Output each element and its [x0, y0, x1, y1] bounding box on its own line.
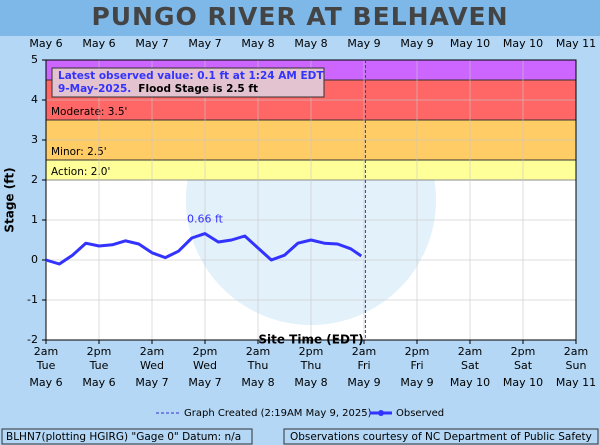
x-tick-label: 2pm	[193, 345, 218, 358]
info-flood-stage: Flood Stage is 2.5 ft	[138, 83, 258, 95]
y-tick-label: 3	[31, 133, 38, 146]
x-tick-date-bottom: May 8	[294, 376, 327, 389]
x-tick-label: 2am	[140, 345, 164, 358]
x-tick-day: Sat	[461, 359, 480, 372]
x-tick-date-bottom: May 8	[241, 376, 274, 389]
x-tick-day: Wed	[140, 359, 164, 372]
x-tick-label: 2pm	[405, 345, 430, 358]
x-tick-date-bottom: May 10	[450, 376, 490, 389]
legend-created: Graph Created (2:19AM May 9, 2025)	[184, 408, 372, 419]
peak-annotation: 0.66 ft	[187, 213, 224, 226]
footer-left: BLHN7(plotting HGIRG) "Gage 0" Datum: n/…	[6, 431, 241, 443]
x-tick-date-top: May 9	[400, 37, 433, 50]
x-tick-date-top: May 7	[188, 37, 221, 50]
x-tick-label: 2pm	[299, 345, 324, 358]
x-tick-label: 2am	[458, 345, 482, 358]
y-tick-label: 4	[31, 93, 38, 106]
observed-line	[45, 232, 363, 266]
info-line-2: 9-May-2025.	[58, 83, 131, 95]
x-tick-label: 2am	[34, 345, 58, 358]
x-tick-label: 2am	[352, 345, 376, 358]
x-tick-date-top: May 11	[556, 37, 596, 50]
x-tick-date-top: May 9	[347, 37, 380, 50]
x-tick-date-top: May 8	[241, 37, 274, 50]
title-bar	[0, 0, 600, 36]
x-tick-label: 2pm	[511, 345, 536, 358]
plot-area: Action: 2.0' Minor: 2.5' Moderate: 3.5' 0.6…	[45, 59, 577, 341]
legend-observed: Observed	[396, 408, 444, 419]
x-axis-label: Site Time (EDT)	[258, 333, 363, 347]
x-tick-date-top: May 10	[503, 37, 543, 50]
x-tick-date-top: May 6	[82, 37, 115, 50]
x-tick-day: Tue	[89, 359, 109, 372]
x-tick-date-bottom: May 7	[188, 376, 221, 389]
legend-swatch-dot	[378, 410, 384, 416]
x-tick-day: Sun	[566, 359, 587, 372]
x-tick-date-bottom: May 6	[82, 376, 115, 389]
y-tick-label: 2	[31, 173, 38, 186]
flood-band-label: Minor: 2.5'	[51, 146, 107, 158]
x-tick-date-bottom: May 6	[29, 376, 62, 389]
x-tick-label: 2am	[564, 345, 588, 358]
footer-right-box	[283, 428, 599, 445]
x-tick-day: Tue	[36, 359, 56, 372]
y-tick-label: -2	[27, 333, 38, 346]
x-tick-day: Fri	[357, 359, 370, 372]
x-tick-day: Fri	[410, 359, 423, 372]
footer-left-box	[1, 428, 253, 445]
x-tick-date-bottom: May 7	[135, 376, 168, 389]
y-tick-label: 5	[31, 53, 38, 66]
x-tick-date-bottom: May 11	[556, 376, 596, 389]
footer-right: Observations courtesy of NC Department o…	[290, 431, 592, 443]
x-tick-date-top: May 8	[294, 37, 327, 50]
x-tick-label: 2am	[246, 345, 270, 358]
x-tick-date-bottom: May 9	[347, 376, 380, 389]
x-tick-day: Sat	[514, 359, 533, 372]
y-tick-label: 0	[31, 253, 38, 266]
flood-band-label: Moderate: 3.5'	[51, 106, 127, 118]
y-axis-label: Stage (ft)	[3, 167, 17, 232]
x-tick-day: Thu	[247, 359, 269, 372]
x-tick-day: Wed	[193, 359, 217, 372]
chart-title: PUNGO RIVER AT BELHAVEN	[91, 2, 508, 31]
x-tick-label: 2pm	[87, 345, 112, 358]
x-tick-date-top: May 6	[29, 37, 62, 50]
y-tick-label: -1	[27, 293, 38, 306]
x-tick-date-top: May 10	[450, 37, 490, 50]
x-tick-date-bottom: May 9	[400, 376, 433, 389]
x-tick-date-bottom: May 10	[503, 376, 543, 389]
x-tick-day: Thu	[300, 359, 322, 372]
info-line-1: Latest observed value: 0.1 ft at 1:24 AM…	[58, 70, 324, 82]
flood-band-label: Action: 2.0'	[51, 166, 110, 178]
y-tick-label: 1	[31, 213, 38, 226]
x-tick-date-top: May 7	[135, 37, 168, 50]
info-box	[51, 67, 325, 98]
